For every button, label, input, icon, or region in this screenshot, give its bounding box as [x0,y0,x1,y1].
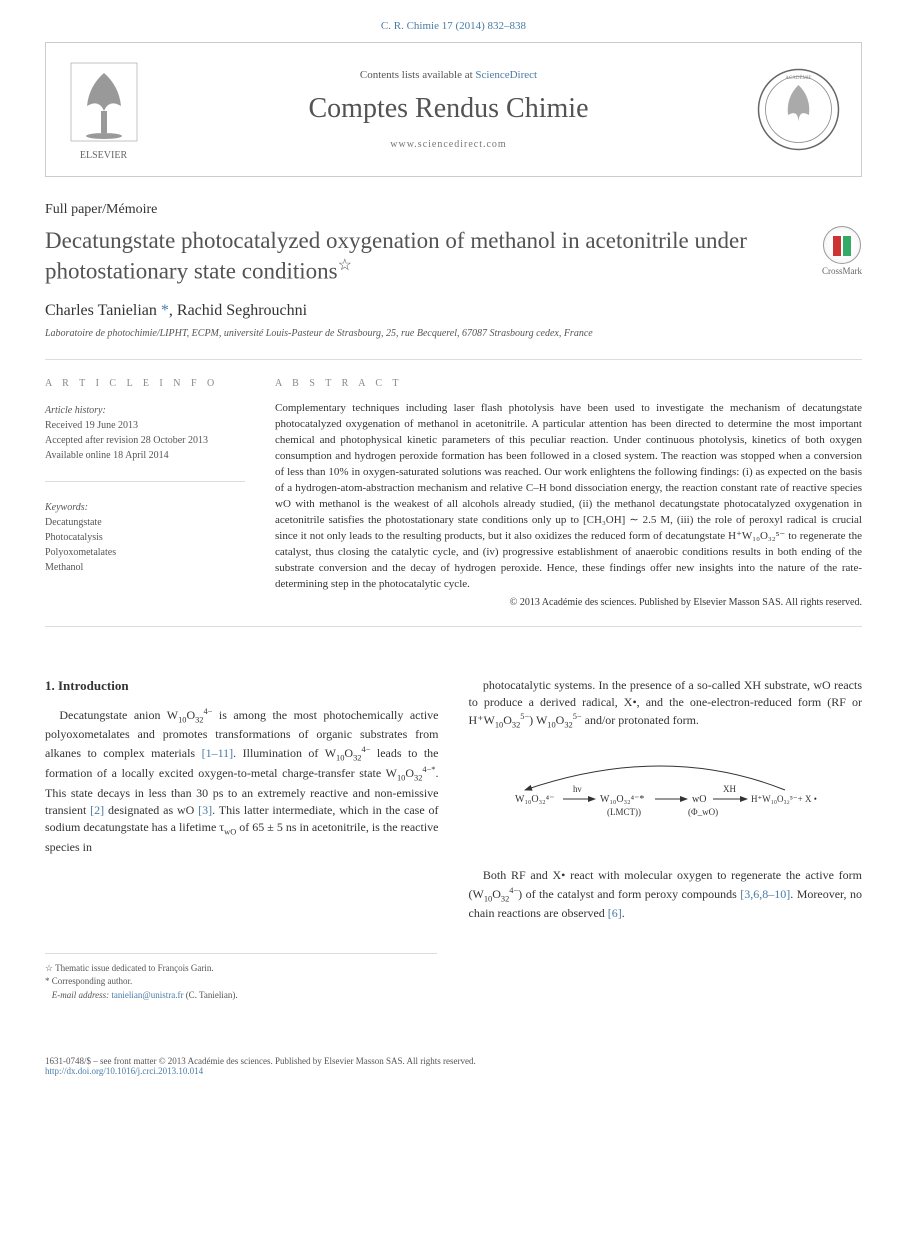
keywords: Keywords: Decatungstate Photocatalysis P… [45,500,245,575]
footnote-thematic: ☆ Thematic issue dedicated to François G… [45,962,437,976]
svg-text:hν: hν [573,784,582,794]
abstract-copyright: © 2013 Académie des sciences. Published … [275,597,862,608]
left-column: 1. Introduction Decatungstate anion W10O… [45,677,439,923]
article-info-heading: A R T I C L E I N F O [45,378,245,389]
journal-header: ELSEVIER Contents lists available at Sci… [45,42,862,177]
elsevier-tree-icon [66,58,141,148]
svg-text:(LMCT)): (LMCT)) [607,807,641,817]
header-citation: C. R. Chimie 17 (2014) 832–838 [0,0,907,42]
svg-text:H⁺W₁₀O₃₂⁵⁻+ X •: H⁺W₁₀O₃₂⁵⁻+ X • [751,794,817,804]
svg-text:W₁₀O₃₂⁴⁻*: W₁₀O₃₂⁴⁻* [600,794,644,805]
academy-seal-icon: ACADÉMIE [756,67,841,152]
footnotes: ☆ Thematic issue dedicated to François G… [45,953,437,1003]
sciencedirect-link[interactable]: ScienceDirect [475,69,537,81]
elsevier-logo: ELSEVIER [66,58,141,161]
svg-text:XH: XH [723,784,736,794]
footnote-corresponding: * Corresponding author. [45,975,437,989]
publisher-name: ELSEVIER [66,150,141,161]
email-link[interactable]: tanielian@unistra.fr [111,990,183,1000]
page-footer: 1631-0748/$ – see front matter © 2013 Ac… [0,1042,907,1090]
ref-link[interactable]: [6] [608,906,622,920]
issn-line: 1631-0748/$ – see front matter © 2013 Ac… [45,1056,862,1066]
abstract-text: Complementary techniques including laser… [275,401,862,592]
authors: Charles Tanielian *, Rachid Seghrouchni [45,302,862,320]
body-columns: 1. Introduction Decatungstate anion W10O… [45,677,862,923]
contents-lists: Contents lists available at ScienceDirec… [141,69,756,81]
svg-text:wO: wO [692,794,706,805]
ref-link[interactable]: [2] [90,803,104,817]
article-info-panel: A R T I C L E I N F O Article history: R… [45,378,245,607]
paper-title: Decatungstate photocatalyzed oxygenation… [45,226,802,286]
divider [45,359,862,360]
svg-text:(Φ_wO): (Φ_wO) [688,807,718,817]
divider [45,626,862,627]
crossmark-badge[interactable]: CrossMark [822,226,862,276]
article-history: Article history: Received 19 June 2013 A… [45,403,245,463]
doi-link[interactable]: http://dx.doi.org/10.1016/j.crci.2013.10… [45,1066,203,1076]
affiliation: Laboratoire de photochimie/LIPHT, ECPM, … [45,328,862,339]
corresponding-mark[interactable]: * [161,302,169,319]
intro-paragraph-2: photocatalytic systems. In the presence … [469,677,863,732]
svg-text:W₁₀O₃₂⁴⁻: W₁₀O₃₂⁴⁻ [515,794,554,805]
abstract-heading: A B S T R A C T [275,378,862,389]
crossmark-icon [823,226,861,264]
section-1-heading: 1. Introduction [45,677,439,696]
svg-text:ACADÉMIE: ACADÉMIE [785,75,811,81]
intro-paragraph-1: Decatungstate anion W10O324− is among th… [45,706,439,857]
journal-name: Comptes Rendus Chimie [141,93,756,125]
ref-link[interactable]: [3] [198,803,212,817]
reaction-scheme: W₁₀O₃₂⁴⁻ hν W₁₀O₃₂⁴⁻* (LMCT)) wO (Φ_wO) … [469,752,863,847]
paper-type: Full paper/Mémoire [45,202,862,218]
intro-paragraph-3: Both RF and X• react with molecular oxyg… [469,867,863,922]
footnote-email: E-mail address: tanielian@unistra.fr (C.… [45,989,437,1003]
ref-link[interactable]: [1–11] [202,746,234,760]
abstract-panel: A B S T R A C T Complementary techniques… [275,378,862,607]
journal-url[interactable]: www.sciencedirect.com [141,139,756,150]
ref-link[interactable]: [3,6,8–10] [740,887,790,901]
right-column: photocatalytic systems. In the presence … [469,677,863,923]
